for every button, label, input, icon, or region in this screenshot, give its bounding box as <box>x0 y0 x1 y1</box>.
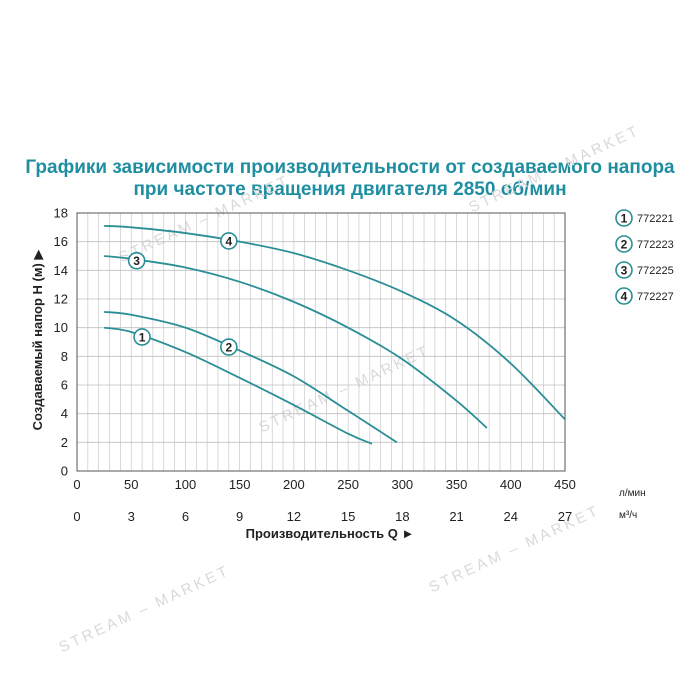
y-tick-label: 4 <box>61 406 68 421</box>
series-line-772221 <box>103 326 373 445</box>
legend-item-label: 772223 <box>637 239 674 251</box>
chart-title: Графики зависимости производительности о… <box>25 157 675 178</box>
curve-marker-label: 3 <box>133 254 140 268</box>
series-line-772227 <box>104 225 566 421</box>
chart-subtitle: при частоте вращения двигателя 2850 об/м… <box>133 179 567 200</box>
legend-marker-label: 2 <box>621 238 628 252</box>
x-tick-label-lmin: 0 <box>73 477 80 492</box>
y-tick-label: 10 <box>54 320 68 335</box>
x-tick-label-m3h: 15 <box>341 509 355 524</box>
x-tick-label-m3h: 3 <box>128 509 135 524</box>
curve-marker <box>220 338 238 356</box>
x-tick-label-lmin: 300 <box>391 477 413 492</box>
y-tick-label: 6 <box>61 378 68 393</box>
plot-frame <box>76 212 566 472</box>
x-tick-label-m3h: 18 <box>395 509 409 524</box>
y-tick-label: 2 <box>61 435 68 450</box>
legend-marker-label: 1 <box>621 212 628 226</box>
x-tick-label-m3h: 21 <box>449 509 463 524</box>
legend-marker-label: 4 <box>621 290 628 304</box>
legend-item-label: 772221 <box>637 213 674 225</box>
x-tick-label-lmin: 250 <box>337 477 359 492</box>
curve-marker-label: 4 <box>225 234 232 248</box>
x-tick-label-m3h: 6 <box>182 509 189 524</box>
legend: 1 772221 2 772223 3 772225 4 772227 <box>615 209 674 305</box>
legend-item-label: 772227 <box>637 291 674 303</box>
y-tick-label: 0 <box>61 464 68 479</box>
curve-marker <box>127 251 146 270</box>
x-tick-label-lmin: 350 <box>446 477 468 492</box>
grid <box>76 212 566 472</box>
y-tick-label: 12 <box>54 292 68 307</box>
legend-marker <box>615 287 633 305</box>
x-tick-label-m3h: 12 <box>287 509 301 524</box>
curve-marker <box>220 232 238 250</box>
curve-marker-label: 2 <box>225 341 232 355</box>
y-tick-label: 16 <box>54 234 68 249</box>
series-line-772223 <box>104 311 398 444</box>
x-tick-label-m3h: 9 <box>236 509 243 524</box>
curves: 1 2 3 4 <box>103 225 566 445</box>
x-tick-label-lmin: 50 <box>124 477 138 492</box>
legend-marker <box>615 235 633 253</box>
y-tick-label: 14 <box>54 263 68 278</box>
x-tick-label-m3h: 0 <box>73 509 80 524</box>
legend-marker-label: 3 <box>621 264 628 278</box>
curve-marker <box>133 328 151 346</box>
series-line-772225 <box>104 255 488 429</box>
y-axis-label: Создаваемый напор H (м) ▶ <box>30 250 45 431</box>
x-tick-label-lmin: 150 <box>229 477 251 492</box>
y-tick-label: 8 <box>61 349 68 364</box>
x-unit-top: л/мин <box>619 488 646 499</box>
legend-marker <box>615 209 633 227</box>
x-axis-label: Производительность Q ► <box>246 526 415 541</box>
x-tick-label-lmin: 450 <box>554 477 576 492</box>
x-tick-label-m3h: 27 <box>558 509 572 524</box>
x-tick-label-lmin: 100 <box>175 477 197 492</box>
x-tick-label-lmin: 400 <box>500 477 522 492</box>
curve-marker-label: 1 <box>139 330 146 344</box>
legend-item-label: 772225 <box>637 265 674 277</box>
x-tick-label-lmin: 200 <box>283 477 305 492</box>
x-tick-label-m3h: 24 <box>504 509 518 524</box>
legend-marker <box>615 261 633 279</box>
y-tick-label: 18 <box>54 206 68 221</box>
x-unit-bottom: м³/ч <box>619 510 637 521</box>
